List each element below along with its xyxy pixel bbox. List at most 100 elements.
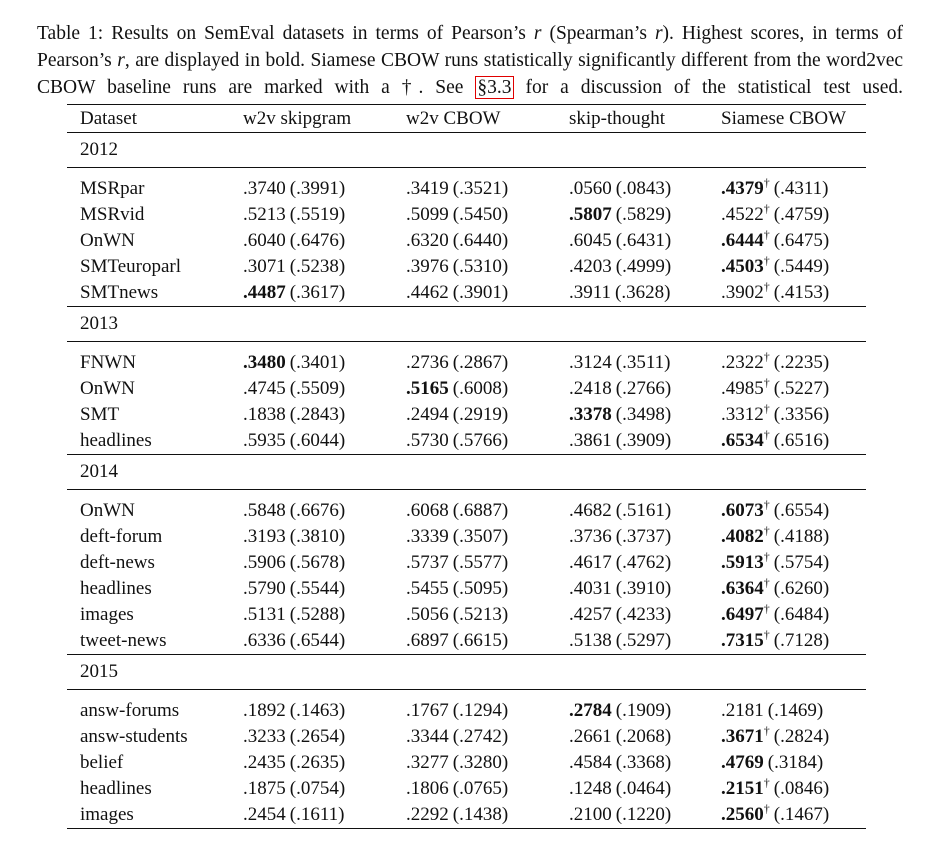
spearman-score: (.2235): [773, 352, 830, 373]
score-cell: .7315† (.7128): [721, 628, 866, 655]
score-cell: .6320 (.6440): [406, 228, 569, 254]
spearman-score: (.7128): [773, 630, 830, 651]
pearson-score: .5913: [721, 552, 764, 573]
table-caption: Table 1: Results on SemEval datasets in …: [37, 20, 903, 101]
pearson-score: .4257: [569, 604, 612, 625]
dataset-name: answ-students: [80, 726, 188, 747]
spearman-score: (.3368): [615, 752, 672, 773]
data-row: SMT .1838 (.2843) .2494 (.2919) .3378 (.3498).…: [67, 402, 866, 428]
spearman-score: (.3901): [452, 282, 509, 303]
pearson-score: .3480: [243, 352, 286, 373]
score-cell: .5807 (.5829): [569, 202, 721, 228]
score-cell: .3124 (.3511): [569, 342, 721, 377]
spearman-score: (.6260): [773, 578, 830, 599]
header-row: Dataset w2v skipgram w2v CBOW skip-thought S…: [67, 104, 866, 133]
spearman-score: (.0846): [773, 778, 830, 799]
section-link[interactable]: §3.3: [475, 76, 514, 99]
year-row: 2012: [67, 133, 866, 168]
spearman-score: (.2919): [452, 404, 509, 425]
data-row: images .5131 (.5288) .5056 (.5213) .4257 (.423…: [67, 602, 866, 628]
spearman-score: (.3511): [615, 352, 671, 373]
pearson-score: .2418: [569, 378, 612, 399]
score-cell: .3740 (.3991): [243, 168, 406, 203]
spearman-score: (.6431): [615, 230, 672, 251]
spearman-score: (.5678): [289, 552, 346, 573]
header-cell: w2v skipgram: [243, 107, 352, 129]
dataset-name: SMTnews: [80, 282, 159, 303]
significance-mark: †: [763, 427, 770, 442]
spearman-score: (.1467): [773, 804, 830, 825]
score-cell: .3419 (.3521): [406, 168, 569, 203]
significance-mark: †: [763, 253, 770, 268]
pearson-score: .5737: [406, 552, 449, 573]
score-cell: .4769 (.3184): [721, 750, 866, 776]
score-cell: .3344 (.2742): [406, 724, 569, 750]
spearman-score: (.3991): [289, 178, 346, 199]
significance-mark: †: [763, 601, 770, 616]
score-cell: .4682 (.5161): [569, 490, 721, 525]
score-cell: .2661 (.2068): [569, 724, 721, 750]
score-cell: .6068 (.6887): [406, 490, 569, 525]
pearson-score: .1248: [569, 778, 612, 799]
pearson-score: .2435: [243, 752, 286, 773]
spearman-score: (.2843): [289, 404, 346, 425]
pearson-score: .2784: [569, 700, 612, 721]
spearman-score: (.0765): [452, 778, 509, 799]
score-cell: .6444† (.6475): [721, 228, 866, 254]
dataset-name: headlines: [80, 430, 152, 451]
dataset-name: OnWN: [80, 378, 135, 399]
spearman-score: (.3617): [289, 282, 346, 303]
pearson-score: .5138: [569, 630, 612, 651]
data-row: OnWN .6040 (.6476) .6320 (.6440) .6045 (.6431)…: [67, 228, 866, 254]
spearman-score: (.1220): [615, 804, 672, 825]
dataset-name: images: [80, 604, 134, 625]
dataset-name: MSRvid: [80, 204, 145, 225]
significance-mark: †: [763, 375, 770, 390]
pearson-score: .1875: [243, 778, 286, 799]
score-cell: .4503† (.5449): [721, 254, 866, 280]
spearman-score: (.5288): [289, 604, 346, 625]
dataset-name: MSRpar: [80, 178, 145, 199]
pearson-score: .4503: [721, 256, 764, 277]
score-cell: .1806 (.0765): [406, 776, 569, 802]
data-row: deft-news .5906 (.5678) .5737 (.5577) .4617 (.…: [67, 550, 866, 576]
header-cell: w2v CBOW: [406, 107, 501, 129]
score-cell: .4985† (.5227): [721, 376, 866, 402]
data-row: MSRpar .3740 (.3991) .3419 (.3521) .0560 (.084…: [67, 167, 866, 203]
year-label: 2015: [80, 661, 118, 682]
spearman-score: (.1463): [289, 700, 346, 721]
dataset-name: OnWN: [80, 500, 135, 521]
spearman-score: (.6554): [773, 500, 830, 521]
spearman-score: (.6044): [289, 430, 346, 451]
significance-mark: †: [763, 175, 770, 190]
spearman-score: (.5449): [773, 256, 830, 277]
pearson-score: .3378: [569, 404, 612, 425]
data-row: tweet-news .6336 (.6544) .6897 (.6615) .5138(…: [67, 628, 866, 655]
data-row: images .2454 (.1611) .2292 (.1438) .2100 (.122…: [67, 802, 866, 829]
score-cell: .5056 (.5213): [406, 602, 569, 628]
pearson-score: .1892: [243, 700, 286, 721]
header-cell: Dataset: [80, 107, 137, 129]
significance-mark: †: [763, 575, 770, 590]
pearson-score: .4584: [569, 752, 612, 773]
score-cell: .2151† (.0846): [721, 776, 866, 802]
pearson-score: .4522: [721, 204, 764, 225]
spearman-score: (.4999): [615, 256, 672, 277]
spearman-score: (.5450): [452, 204, 509, 225]
data-row: MSRvid .5213 (.5519) .5099 (.5450) .5807 (.582…: [67, 202, 866, 228]
dataset-name: headlines: [80, 578, 152, 599]
pearson-score: .4487: [243, 282, 286, 303]
pearson-score: .3124: [569, 352, 612, 373]
significance-mark: †: [763, 549, 770, 564]
score-cell: .3277 (.3280): [406, 750, 569, 776]
pearson-score: .4082: [721, 526, 764, 547]
spearman-score: (.4233): [615, 604, 672, 625]
dataset-name: headlines: [80, 778, 152, 799]
score-cell: .2494 (.2919): [406, 402, 569, 428]
spearman-score: (.3280): [452, 752, 509, 773]
spearman-score: (.3909): [615, 430, 672, 451]
score-cell: .6045 (.6431): [569, 228, 721, 254]
score-cell: .2560† (.1467): [721, 802, 866, 829]
significance-mark: †: [763, 801, 770, 816]
score-cell: .2322† (.2235): [721, 342, 866, 377]
